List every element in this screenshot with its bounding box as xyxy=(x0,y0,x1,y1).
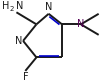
Text: N: N xyxy=(45,2,52,12)
Text: 2: 2 xyxy=(9,6,14,12)
Text: F: F xyxy=(23,72,28,82)
Text: N: N xyxy=(15,36,23,46)
Text: N: N xyxy=(16,1,23,11)
Text: H: H xyxy=(2,1,9,11)
Text: N: N xyxy=(77,19,85,29)
